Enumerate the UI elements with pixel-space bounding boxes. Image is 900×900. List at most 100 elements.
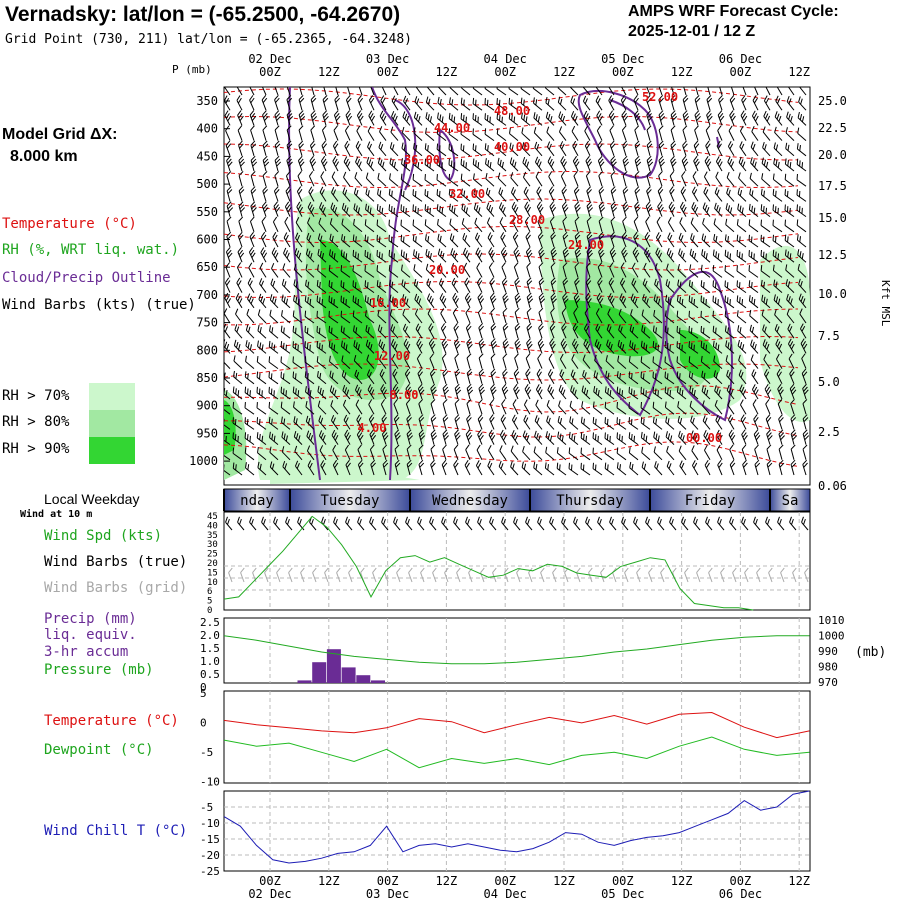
wind-barb (262, 171, 268, 187)
barb-flag (297, 390, 300, 397)
barb-flag (232, 386, 235, 393)
barb-flag (437, 87, 441, 88)
wind-barb (250, 171, 256, 187)
barb-flag (606, 81, 612, 86)
legend-wind-barbs-true: Wind Barbs (true) (44, 554, 188, 570)
wind-barb (274, 155, 282, 172)
barb-flag (293, 416, 296, 423)
wind-barb (298, 110, 306, 126)
barb-flag (238, 249, 244, 256)
barb-shaft (317, 376, 327, 385)
barb-flag (298, 110, 304, 116)
barb-flag (307, 217, 311, 224)
wind-barb (219, 463, 231, 476)
barb-flag (275, 207, 281, 213)
wind-barb (292, 310, 303, 324)
barb-flag (307, 250, 311, 257)
barb-flag (247, 464, 250, 470)
barb-flag (403, 80, 409, 85)
barb-flag (307, 417, 311, 424)
barb-shaft (262, 145, 267, 156)
barb-flag (293, 279, 296, 286)
wind-barb (271, 262, 279, 278)
barb-flag (295, 296, 298, 303)
barb-shaft (285, 190, 291, 202)
legend-precip: Precip (mm) (44, 611, 137, 627)
cross-section-panel: 52.0048.0044.0040.0036.0032.0028.0024.00… (219, 80, 811, 486)
barb-flag (238, 344, 241, 350)
barb-shaft (285, 175, 291, 187)
barb-flag (311, 113, 317, 119)
rh-level-80-swatch (89, 410, 135, 437)
wind-barb (226, 216, 232, 232)
wind-barb (294, 248, 303, 263)
barb-shaft (250, 175, 255, 187)
barb-flag (306, 430, 310, 437)
barb-flag (245, 340, 248, 347)
barb-shaft (244, 407, 255, 415)
barb-shaft (297, 175, 303, 187)
barb-flag (250, 249, 255, 256)
barb-flag (657, 80, 663, 84)
barb-flag (305, 248, 309, 255)
wind-barb (236, 277, 243, 293)
barb-shaft (293, 406, 303, 415)
isotherm-line (224, 308, 799, 326)
barb-flag (262, 97, 268, 104)
barb-flag (248, 295, 253, 302)
barb-flag (269, 309, 272, 316)
barb-flag (249, 95, 254, 101)
barb-shaft (224, 375, 231, 385)
wind-barb (237, 231, 244, 248)
barb-shaft (310, 129, 315, 141)
barb-flag (307, 388, 310, 394)
barb-shaft (322, 87, 327, 96)
wind-barb (238, 171, 244, 187)
rh-level-90-label: RH > 90% (2, 441, 70, 457)
wind-barb (280, 386, 291, 400)
barb-shaft (280, 331, 291, 339)
wind-barb (237, 247, 245, 263)
wind-barb (224, 339, 231, 354)
barb-flag (235, 341, 239, 348)
barb-flag (257, 324, 260, 331)
barb-flag (225, 295, 230, 302)
wind-barb (322, 95, 329, 111)
barb-flag (227, 189, 233, 195)
barb-flag (308, 432, 312, 439)
barb-flag (317, 385, 320, 392)
barb-flag (238, 231, 243, 237)
barb-shaft (233, 360, 243, 369)
barb-flag (286, 125, 292, 131)
wind-barb (281, 446, 291, 461)
wind-barb (238, 155, 245, 172)
barb-flag (293, 294, 295, 301)
barb-flag (269, 461, 273, 468)
barb-flag (268, 371, 270, 378)
barb-flag (274, 298, 277, 305)
wind-barb (248, 262, 255, 278)
barb-shaft (281, 422, 291, 430)
wind-barb (297, 155, 305, 172)
barb-flag (322, 95, 328, 100)
barb-flag (219, 463, 224, 469)
wind-barb (257, 340, 267, 354)
wind-barb (293, 263, 303, 278)
barb-flag (224, 339, 226, 346)
barb-flag (226, 201, 232, 207)
barb-flag (311, 161, 317, 167)
legend-temperature-2m: Temperature (°C) (44, 713, 179, 729)
wind-barb (262, 155, 270, 172)
barb-flag (309, 389, 312, 396)
wind-barb (224, 434, 231, 446)
wind-barb (304, 356, 315, 370)
barb-shaft (249, 221, 255, 232)
barb-flag (319, 281, 321, 288)
barb-flag (251, 158, 257, 164)
barb-flag (225, 113, 230, 119)
wind-barb (233, 339, 243, 354)
barb-flag (594, 81, 600, 86)
wind-barb (250, 140, 257, 156)
barb-shaft (224, 87, 231, 96)
barb-flag (786, 81, 792, 86)
